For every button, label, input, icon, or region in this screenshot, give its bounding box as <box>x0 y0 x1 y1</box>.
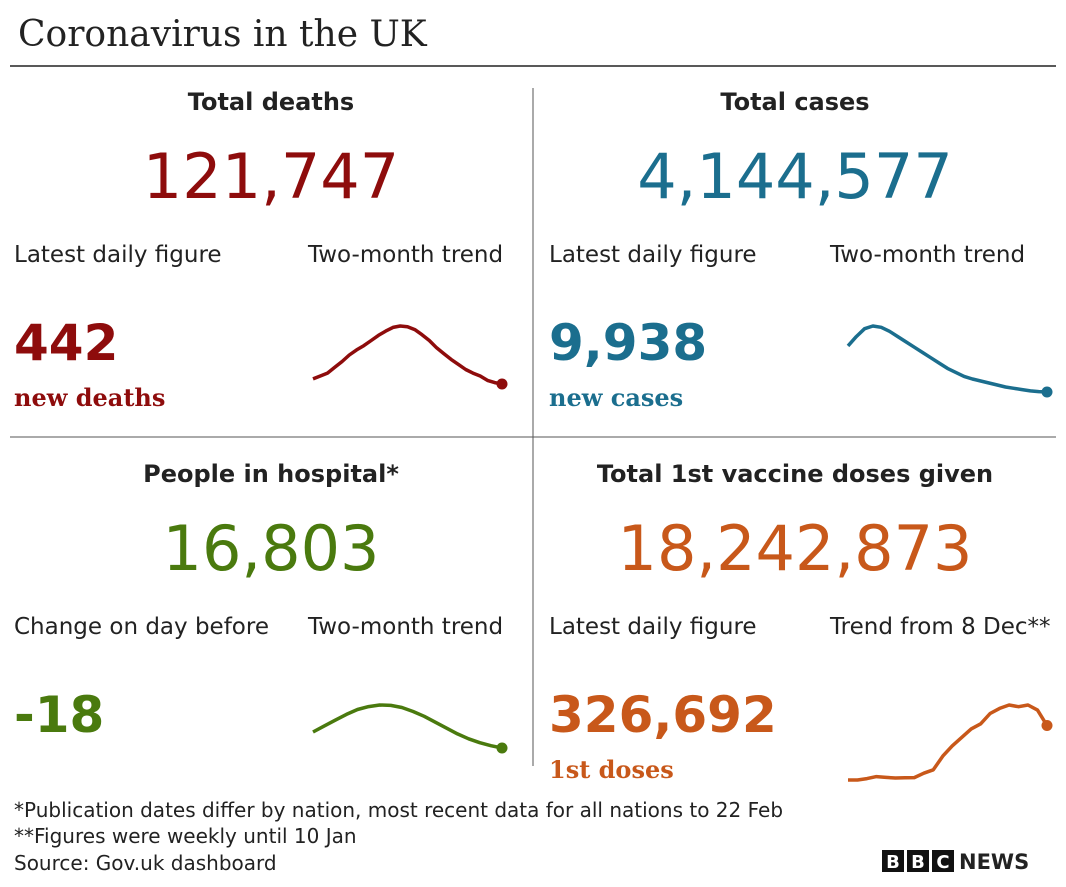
logo-block <box>932 850 954 872</box>
trend-end-dot <box>496 378 508 390</box>
trend-line <box>848 703 1049 782</box>
trend-end-dot <box>1041 386 1053 398</box>
title: Coronavirus in the UK <box>18 14 428 55</box>
latest-figure: 326,692 <box>549 686 777 744</box>
latest-figure: 442 <box>14 314 118 372</box>
footnote: Source: Gov.uk dashboard <box>14 851 277 875</box>
latest-figure: 9,938 <box>549 314 707 372</box>
label: Two-month trend <box>307 614 503 640</box>
logo-block <box>907 850 929 872</box>
logo-letter: C <box>936 852 949 873</box>
label: Trend from 8 Dec** <box>829 614 1051 640</box>
total-figure: 16,803 <box>163 512 380 585</box>
panel-title: Total cases <box>720 88 869 116</box>
logo-letter: B <box>911 852 925 873</box>
bbc-logo: B B C NEWS <box>882 850 1029 874</box>
trend-line <box>846 324 1048 394</box>
trend-line <box>312 324 503 386</box>
latest-label: new cases <box>549 383 683 412</box>
total-figure: 18,242,873 <box>618 512 973 585</box>
total-figure: 4,144,577 <box>637 140 953 213</box>
label: Change on day before <box>14 614 269 640</box>
label: Latest daily figure <box>549 614 757 640</box>
logo-word: NEWS <box>959 850 1029 874</box>
trend-end-dot <box>1041 719 1053 731</box>
latest-label: new deaths <box>14 383 165 412</box>
label: Two-month trend <box>829 242 1025 268</box>
total-figure: 121,747 <box>143 140 399 213</box>
logo-block <box>882 850 904 872</box>
latest-figure: -18 <box>14 686 104 744</box>
latest-label: 1st doses <box>549 755 674 784</box>
label: Two-month trend <box>307 242 503 268</box>
trend-line <box>312 703 503 750</box>
label: Latest daily figure <box>549 242 757 268</box>
trend-end-dot <box>496 742 508 754</box>
panel-title: Total 1st vaccine doses given <box>597 460 993 488</box>
panel-title: People in hospital* <box>143 460 399 488</box>
logo-letter: B <box>886 852 900 873</box>
footnote: *Publication dates differ by nation, mos… <box>14 798 783 822</box>
footnote: **Figures were weekly until 10 Jan <box>14 824 357 848</box>
label: Latest daily figure <box>14 242 222 268</box>
panel-title: Total deaths <box>188 88 354 116</box>
